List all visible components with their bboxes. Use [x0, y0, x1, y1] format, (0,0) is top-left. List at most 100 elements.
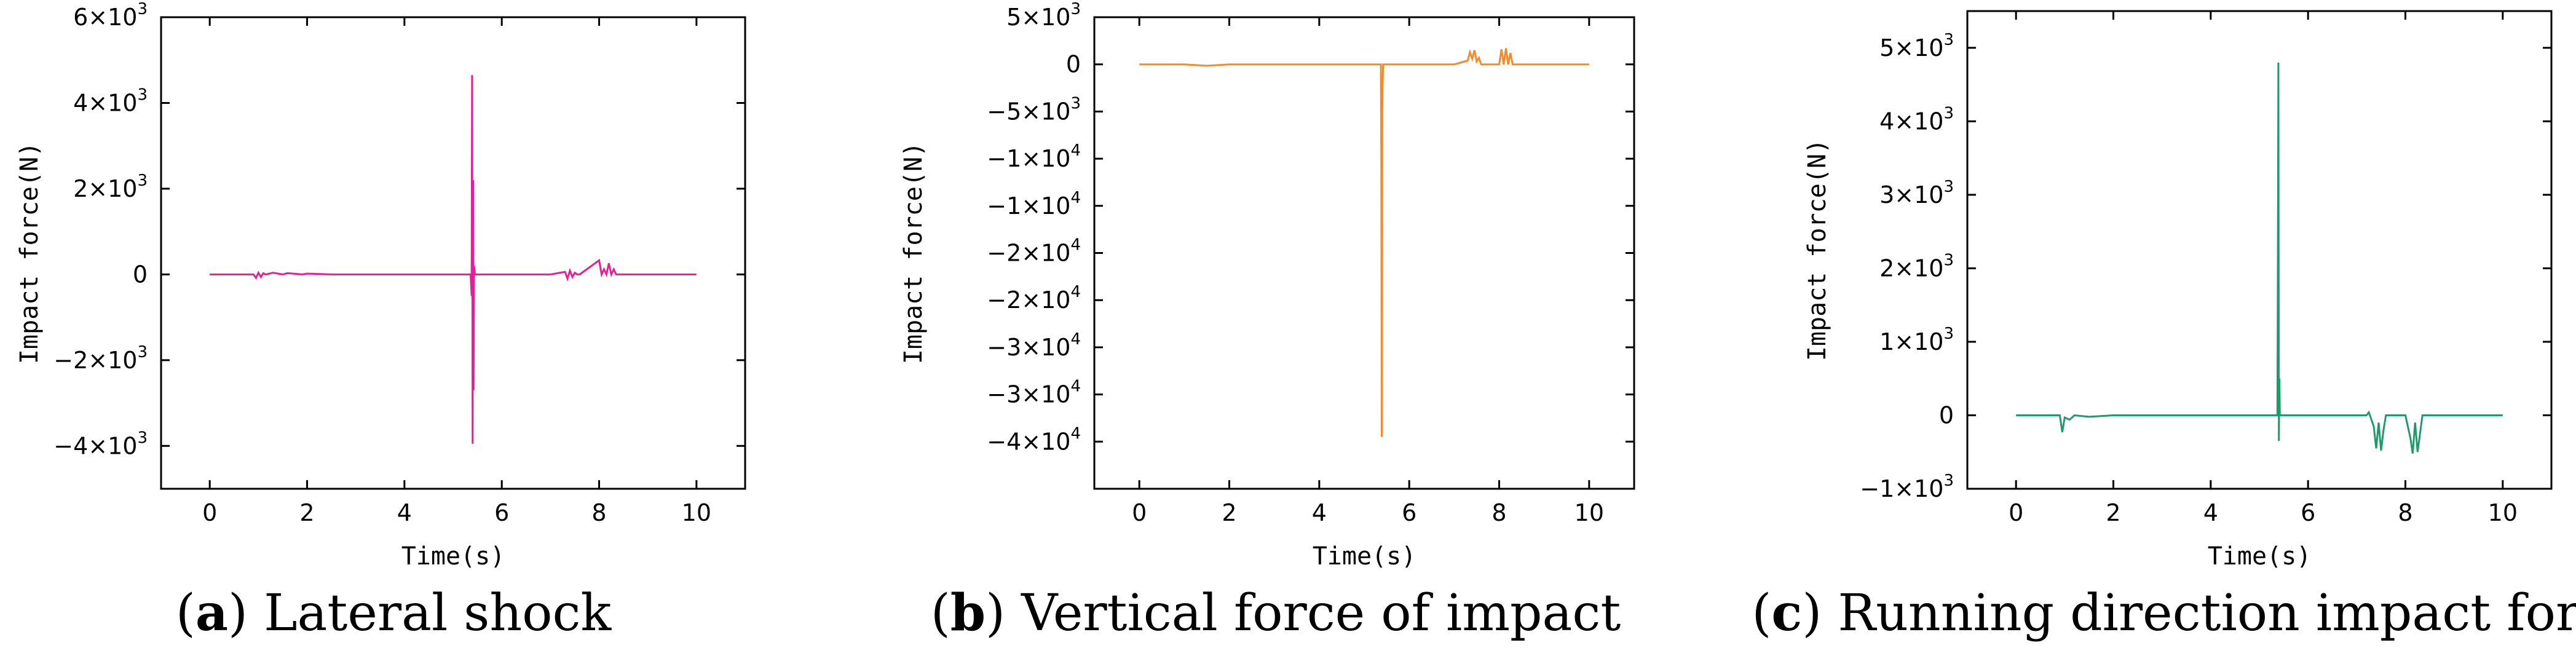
- x-tick-label: 0: [2009, 499, 2023, 526]
- y-tick-exponent: 3: [1943, 31, 1954, 49]
- caption-text: Lateral shock: [264, 584, 612, 642]
- y-tick-mantissa: 5×10: [1006, 4, 1070, 31]
- y-tick-label: 3×103: [1879, 178, 1954, 208]
- x-tick-label: 8: [591, 499, 606, 526]
- y-tick-exponent: 3: [1943, 104, 1954, 122]
- y-tick-label: −2×104: [987, 283, 1081, 314]
- caption-letter: a: [196, 583, 228, 642]
- series-line-lateral-shock: [210, 75, 697, 444]
- y-tick-exponent: 3: [1070, 0, 1081, 18]
- panel-caption: (c) Running direction impact force: [1752, 583, 2576, 642]
- y-tick-label: 2×103: [1879, 251, 1954, 282]
- y-tick-exponent: 3: [137, 0, 148, 18]
- y-tick-label: 0: [133, 261, 148, 288]
- y-tick-mantissa: −1×10: [1860, 475, 1943, 502]
- y-axis-label: Impact force(N): [15, 142, 44, 364]
- y-tick-label: −1×103: [1860, 472, 1954, 502]
- y-tick-exponent: 4: [1070, 424, 1081, 443]
- x-tick-label: 0: [202, 499, 217, 526]
- y-tick-label: −1×104: [987, 141, 1081, 172]
- y-tick-label: −5×103: [987, 94, 1081, 125]
- x-tick-label: 2: [1222, 499, 1236, 526]
- x-tick-label: 4: [1312, 499, 1327, 526]
- y-tick-exponent: 4: [1070, 283, 1081, 301]
- series-line-running-direction: [2016, 62, 2503, 454]
- x-tick-label: 10: [2488, 499, 2518, 526]
- caption-letter: b: [950, 583, 986, 642]
- plot-frame: [1966, 10, 2553, 490]
- x-tick-label: 8: [1491, 499, 1506, 526]
- y-tick-exponent: 4: [1070, 330, 1081, 349]
- panel-caption: (b) Vertical force of impact: [931, 583, 1621, 642]
- y-tick-label: 0: [1066, 51, 1081, 78]
- caption-letter: c: [1771, 583, 1802, 642]
- y-tick-exponent: 3: [1943, 472, 1954, 490]
- y-tick-mantissa: 0: [1066, 51, 1081, 78]
- x-tick-label: 6: [2301, 499, 2315, 526]
- y-tick-mantissa: 2×10: [1879, 255, 1943, 282]
- y-tick-mantissa: −3×10: [987, 381, 1070, 408]
- x-axis-label: Time(s): [1313, 542, 1416, 571]
- y-tick-label: −2×103: [53, 343, 148, 374]
- y-tick-label: −2×104: [987, 236, 1081, 267]
- y-axis-label: Impact force(N): [899, 142, 928, 364]
- y-tick-mantissa: 4×10: [73, 89, 137, 116]
- y-axis-ticks: −4×104−3×104−3×104−2×104−2×104−1×104−1×1…: [987, 0, 1634, 455]
- series-line-vertical-force: [1139, 48, 1589, 437]
- y-tick-exponent: 3: [1943, 325, 1954, 343]
- panel-caption: (a) Lateral shock: [176, 583, 612, 642]
- y-tick-label: −4×104: [987, 424, 1081, 455]
- x-axis-ticks: 0 2 4 6 8 10: [2009, 11, 2518, 526]
- y-tick-exponent: 3: [137, 343, 148, 362]
- y-tick-mantissa: 3×10: [1879, 181, 1943, 208]
- x-tick-label: 6: [1402, 499, 1416, 526]
- y-axis-label: Impact force(N): [1803, 139, 1831, 361]
- y-tick-mantissa: 0: [1939, 401, 1954, 429]
- y-tick-mantissa: −1×10: [987, 145, 1070, 172]
- y-tick-mantissa: 1×10: [1879, 328, 1943, 355]
- y-tick-label: 4×103: [73, 85, 148, 116]
- plot-frame: [160, 16, 746, 490]
- y-tick-label: 0: [1939, 401, 1954, 429]
- x-tick-label: 0: [1132, 499, 1147, 526]
- y-tick-label: 6×103: [73, 0, 148, 31]
- y-tick-label: 1×103: [1879, 325, 1954, 355]
- y-tick-label: 4×103: [1879, 104, 1954, 135]
- x-tick-label: 4: [2203, 499, 2218, 526]
- y-tick-exponent: 4: [1070, 189, 1081, 207]
- y-tick-label: 5×103: [1006, 0, 1081, 31]
- x-axis-label: Time(s): [2208, 542, 2312, 571]
- y-tick-mantissa: 6×10: [73, 4, 137, 31]
- y-tick-label: 5×103: [1879, 31, 1954, 61]
- y-tick-exponent: 3: [1943, 178, 1954, 196]
- x-tick-label: 6: [494, 499, 509, 526]
- x-axis-label: Time(s): [401, 542, 505, 571]
- y-tick-mantissa: −3×10: [987, 334, 1070, 361]
- x-tick-label: 10: [682, 499, 711, 526]
- y-tick-mantissa: −4×10: [53, 432, 137, 459]
- y-tick-mantissa: 2×10: [73, 175, 137, 202]
- y-tick-label: −3×104: [987, 377, 1081, 408]
- x-axis-ticks: 0 2 4 6 8 10: [202, 17, 711, 526]
- y-tick-exponent: 4: [1070, 141, 1081, 160]
- y-tick-label: 2×103: [73, 172, 148, 202]
- panel-vertical-force: −4×104−3×104−3×104−2×104−2×104−1×104−1×1…: [899, 0, 1635, 642]
- y-tick-exponent: 3: [1943, 251, 1954, 269]
- x-tick-label: 4: [397, 499, 412, 526]
- y-tick-mantissa: −2×10: [987, 287, 1070, 314]
- y-tick-exponent: 3: [1070, 94, 1081, 113]
- y-tick-exponent: 3: [137, 85, 148, 104]
- x-tick-label: 8: [2398, 499, 2412, 526]
- y-tick-mantissa: 4×10: [1879, 108, 1943, 135]
- x-tick-label: 2: [299, 499, 314, 526]
- y-tick-label: −3×104: [987, 330, 1081, 361]
- y-tick-mantissa: 0: [133, 261, 148, 288]
- y-tick-label: −1×104: [987, 189, 1081, 219]
- x-tick-label: 2: [2106, 499, 2120, 526]
- y-tick-exponent: 3: [137, 172, 148, 190]
- x-tick-label: 10: [1574, 499, 1604, 526]
